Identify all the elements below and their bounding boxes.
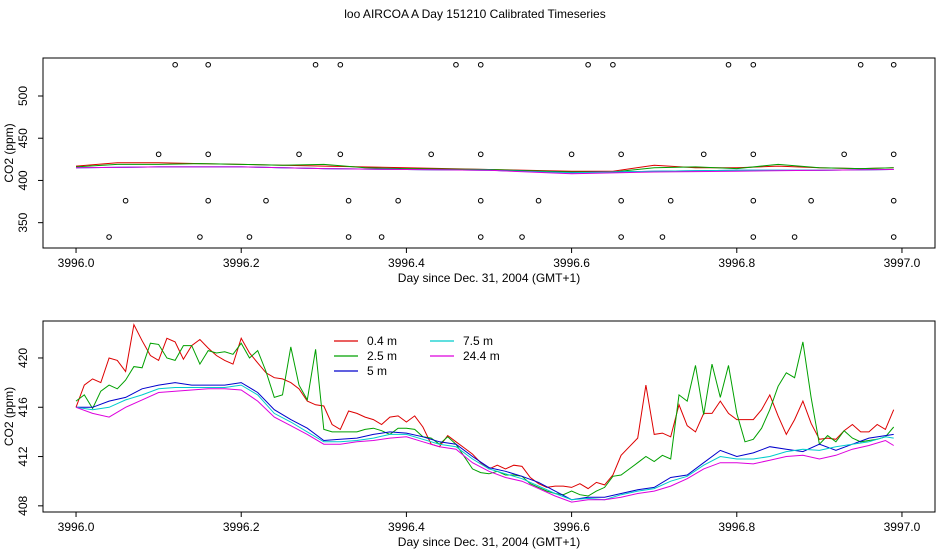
data-point <box>890 197 897 204</box>
data-point <box>618 197 624 204</box>
legend-label: 7.5 m <box>463 334 493 348</box>
data-point <box>312 61 319 68</box>
x-tick-label: 3996.2 <box>223 256 260 270</box>
data-point <box>700 151 707 158</box>
data-point <box>477 151 484 158</box>
data-point <box>453 61 459 68</box>
data-point <box>857 61 864 68</box>
x-tick-label: 3996.0 <box>58 256 95 270</box>
plot-frame <box>42 57 936 249</box>
y-axis-label: CO2 (ppm) <box>2 123 16 182</box>
data-point <box>535 197 542 204</box>
plot-frame <box>42 320 936 513</box>
data-point <box>477 197 484 204</box>
x-tick-label: 3997.0 <box>884 520 921 534</box>
x-axis-label: Day since Dec. 31, 2004 (GMT+1) <box>398 271 580 285</box>
data-point <box>659 234 666 240</box>
series-line <box>75 388 894 503</box>
data-point <box>890 61 897 68</box>
data-point <box>519 234 525 240</box>
data-point <box>477 61 484 68</box>
x-tick-label: 3996.4 <box>388 256 425 270</box>
data-point <box>841 151 847 158</box>
y-tick-label: 400 <box>16 170 30 190</box>
data-point <box>610 61 616 68</box>
data-point <box>296 151 302 158</box>
x-tick-label: 3996.8 <box>718 256 755 270</box>
data-point <box>345 234 352 240</box>
data-point <box>122 197 129 204</box>
data-point <box>197 234 203 240</box>
x-tick-label: 3996.2 <box>223 520 260 534</box>
data-point <box>395 197 401 204</box>
data-point <box>750 61 757 68</box>
data-point <box>808 197 814 204</box>
legend-label: 2.5 m <box>367 349 397 363</box>
x-tick-label: 3996.6 <box>553 520 590 534</box>
legend-label: 0.4 m <box>367 334 397 348</box>
data-point <box>428 151 434 158</box>
data-point <box>890 151 897 158</box>
data-point <box>337 151 344 158</box>
data-point <box>725 61 732 68</box>
data-point <box>568 151 575 158</box>
x-tick-label: 3996.0 <box>58 520 95 534</box>
data-point <box>791 234 798 240</box>
data-point <box>378 234 385 240</box>
data-point <box>667 197 674 204</box>
series-line <box>75 384 894 501</box>
data-point <box>345 197 352 204</box>
legend-label: 24.4 m <box>463 349 500 363</box>
legend-label: 5 m <box>367 364 387 378</box>
series-line <box>76 382 894 501</box>
y-tick-label: 500 <box>16 86 30 106</box>
data-point <box>106 234 112 240</box>
y-tick-label: 408 <box>16 496 30 516</box>
y-tick-label: 450 <box>16 128 30 148</box>
x-tick-label: 3996.6 <box>553 256 590 270</box>
x-tick-label: 3996.8 <box>718 520 755 534</box>
series-line <box>75 166 894 175</box>
y-tick-label: 412 <box>16 446 30 466</box>
data-point <box>750 151 757 158</box>
y-axis-label: CO2 (ppm) <box>2 387 16 446</box>
y-tick-label: 416 <box>16 397 30 417</box>
data-point <box>205 151 211 158</box>
data-point <box>750 234 757 240</box>
data-point <box>155 151 162 158</box>
data-point <box>246 234 253 240</box>
data-point <box>618 234 624 240</box>
x-tick-label: 3997.0 <box>884 256 921 270</box>
data-point <box>205 61 211 68</box>
data-point <box>750 197 757 204</box>
data-point <box>172 61 178 68</box>
data-point <box>618 151 624 158</box>
y-tick-label: 350 <box>16 212 30 232</box>
data-point <box>205 197 211 204</box>
x-tick-label: 3996.4 <box>388 520 425 534</box>
series-line <box>75 162 894 172</box>
data-point <box>337 61 344 68</box>
series-line <box>75 341 895 497</box>
x-axis-label: Day since Dec. 31, 2004 (GMT+1) <box>398 535 580 549</box>
data-point <box>585 61 591 68</box>
data-point <box>477 234 484 240</box>
figure-title: loo AIRCOA A Day 151210 Calibrated Times… <box>344 7 606 21</box>
data-point <box>890 234 897 240</box>
data-point <box>263 197 269 204</box>
series-line <box>75 163 894 173</box>
y-tick-label: 420 <box>16 348 30 368</box>
